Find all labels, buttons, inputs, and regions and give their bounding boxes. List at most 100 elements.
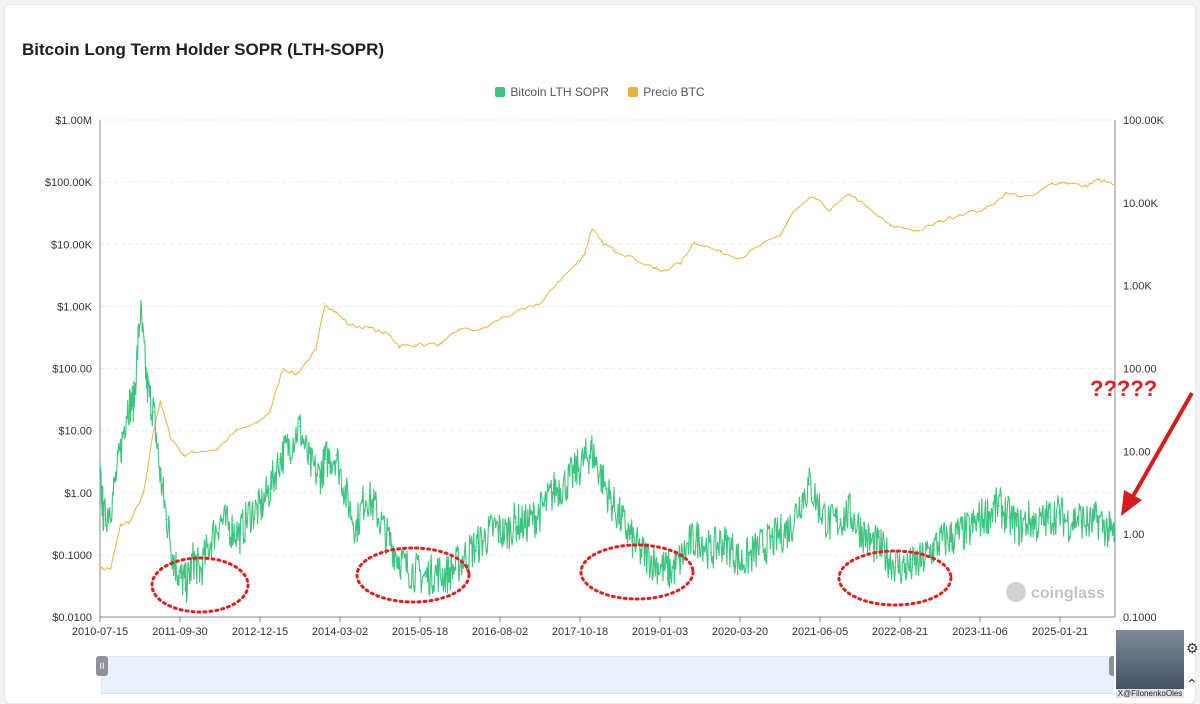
x-tick-label: 2019-01-03: [632, 626, 688, 638]
series-point-sopr: [375, 508, 377, 510]
series-point-price: [129, 520, 132, 522]
series-point-sopr: [879, 546, 881, 548]
series-point-sopr: [1028, 518, 1030, 521]
series-point-sopr: [219, 518, 221, 521]
series-point-sopr: [799, 500, 801, 502]
series-point-sopr: [494, 527, 496, 529]
series-point-sopr: [729, 546, 732, 548]
annotation-arrow-shaft: [1130, 392, 1194, 499]
series-point-sopr: [269, 488, 271, 490]
avatar-caption: X@FilonenkoOles: [1116, 689, 1184, 698]
series-point-sopr: [591, 450, 593, 452]
series-point-sopr: [414, 571, 417, 573]
series-point-price: [627, 255, 629, 257]
series-point-sopr: [584, 458, 586, 460]
x-tick-label: 2025-01-21: [1032, 626, 1088, 638]
series-point-price: [295, 373, 297, 376]
series-point-sopr: [534, 516, 536, 518]
series-point-sopr: [928, 551, 930, 554]
series-point-sopr: [259, 508, 261, 510]
y-left-tick: $1.00K: [57, 301, 93, 313]
series-point-sopr: [700, 537, 702, 539]
slider-handle-left[interactable]: II: [96, 656, 108, 676]
series-point-sopr: [172, 558, 175, 560]
series-point-price: [481, 329, 483, 331]
legend-item-price[interactable]: Precio BTC: [628, 85, 705, 99]
series-point-sopr: [859, 527, 861, 529]
series-point-price: [591, 227, 593, 229]
series-point-sopr: [978, 518, 980, 521]
watermark-logo-icon: [1006, 582, 1026, 602]
series-point-price: [829, 209, 831, 212]
series-point-sopr: [514, 521, 516, 523]
series-point-sopr: [759, 546, 761, 548]
y-right-tick: 0.1000: [1123, 612, 1157, 624]
series-point-price: [739, 257, 742, 259]
series-point-sopr: [564, 483, 566, 485]
series-point-sopr: [574, 472, 576, 474]
y-left-tick: $1.00M: [55, 115, 92, 127]
annotation-arrow-head: [1121, 490, 1142, 516]
y-left-tick: $10.00: [58, 426, 92, 438]
series-point-sopr: [279, 458, 281, 460]
series-point-price: [557, 281, 559, 283]
series-line-sopr: [99, 300, 1116, 603]
series-point-price: [110, 568, 112, 570]
series-point-price: [653, 267, 655, 269]
series-point-price: [182, 454, 185, 456]
series-point-sopr: [819, 508, 821, 510]
series-point-sopr: [139, 310, 142, 312]
series-point-price: [143, 492, 145, 494]
x-tick-label: 2017-10-18: [552, 626, 608, 638]
annotation-ellipse: [355, 546, 471, 604]
series-point-sopr: [308, 463, 311, 465]
series-point-sopr: [640, 551, 642, 554]
series-point-sopr: [119, 450, 122, 452]
series-point-sopr: [630, 537, 632, 539]
series-point-sopr: [1018, 527, 1020, 529]
series-point-sopr: [709, 551, 712, 554]
y-left-tick: $0.1000: [52, 550, 92, 562]
series-point-sopr: [918, 562, 921, 564]
series-point-sopr: [153, 411, 155, 413]
range-slider[interactable]: [101, 656, 1118, 694]
series-point-sopr: [239, 533, 241, 535]
series-point-sopr: [335, 454, 337, 456]
series-point-sopr: [1048, 516, 1050, 518]
annotation-ellipse: [837, 549, 953, 607]
settings-icon[interactable]: ⚙: [1186, 640, 1199, 656]
series-point-sopr: [199, 571, 201, 573]
legend-item-sopr[interactable]: Bitcoin LTH SOPR: [495, 85, 609, 99]
y-left-tick: $10.00K: [51, 239, 93, 251]
chevron-up-icon[interactable]: ⌃: [1186, 676, 1198, 692]
avatar: X@FilonenkoOles: [1114, 628, 1186, 700]
series-point-sopr: [888, 558, 891, 560]
x-tick-label: 2023-11-06: [952, 626, 1007, 638]
series-point-sopr: [186, 583, 188, 585]
legend-swatch-price: [628, 87, 639, 97]
series-point-sopr: [126, 405, 128, 407]
series-point-sopr: [849, 512, 851, 514]
series-point-sopr: [395, 551, 397, 554]
series-point-sopr: [938, 541, 940, 543]
series-point-sopr: [898, 566, 901, 568]
series-point-sopr: [355, 527, 357, 529]
series-point-price: [368, 327, 370, 329]
series-point-price: [269, 411, 271, 413]
series-point-price: [119, 524, 122, 526]
y-left-tick: $1.00: [64, 488, 92, 500]
series-point-sopr: [474, 546, 476, 548]
series-point-sopr: [660, 566, 662, 568]
series-point-sopr: [739, 562, 742, 564]
series-point-price: [812, 196, 814, 198]
series-point-sopr: [1097, 518, 1100, 521]
series-point-sopr: [809, 483, 811, 485]
series-point-price: [501, 317, 503, 319]
series-point-sopr: [209, 541, 211, 543]
series-point-sopr: [948, 537, 950, 539]
series-point-price: [779, 234, 781, 236]
series-point-price: [680, 262, 682, 264]
series-point-price: [255, 422, 258, 425]
series-point-price: [985, 208, 987, 210]
legend-label-price: Precio BTC: [643, 85, 705, 99]
